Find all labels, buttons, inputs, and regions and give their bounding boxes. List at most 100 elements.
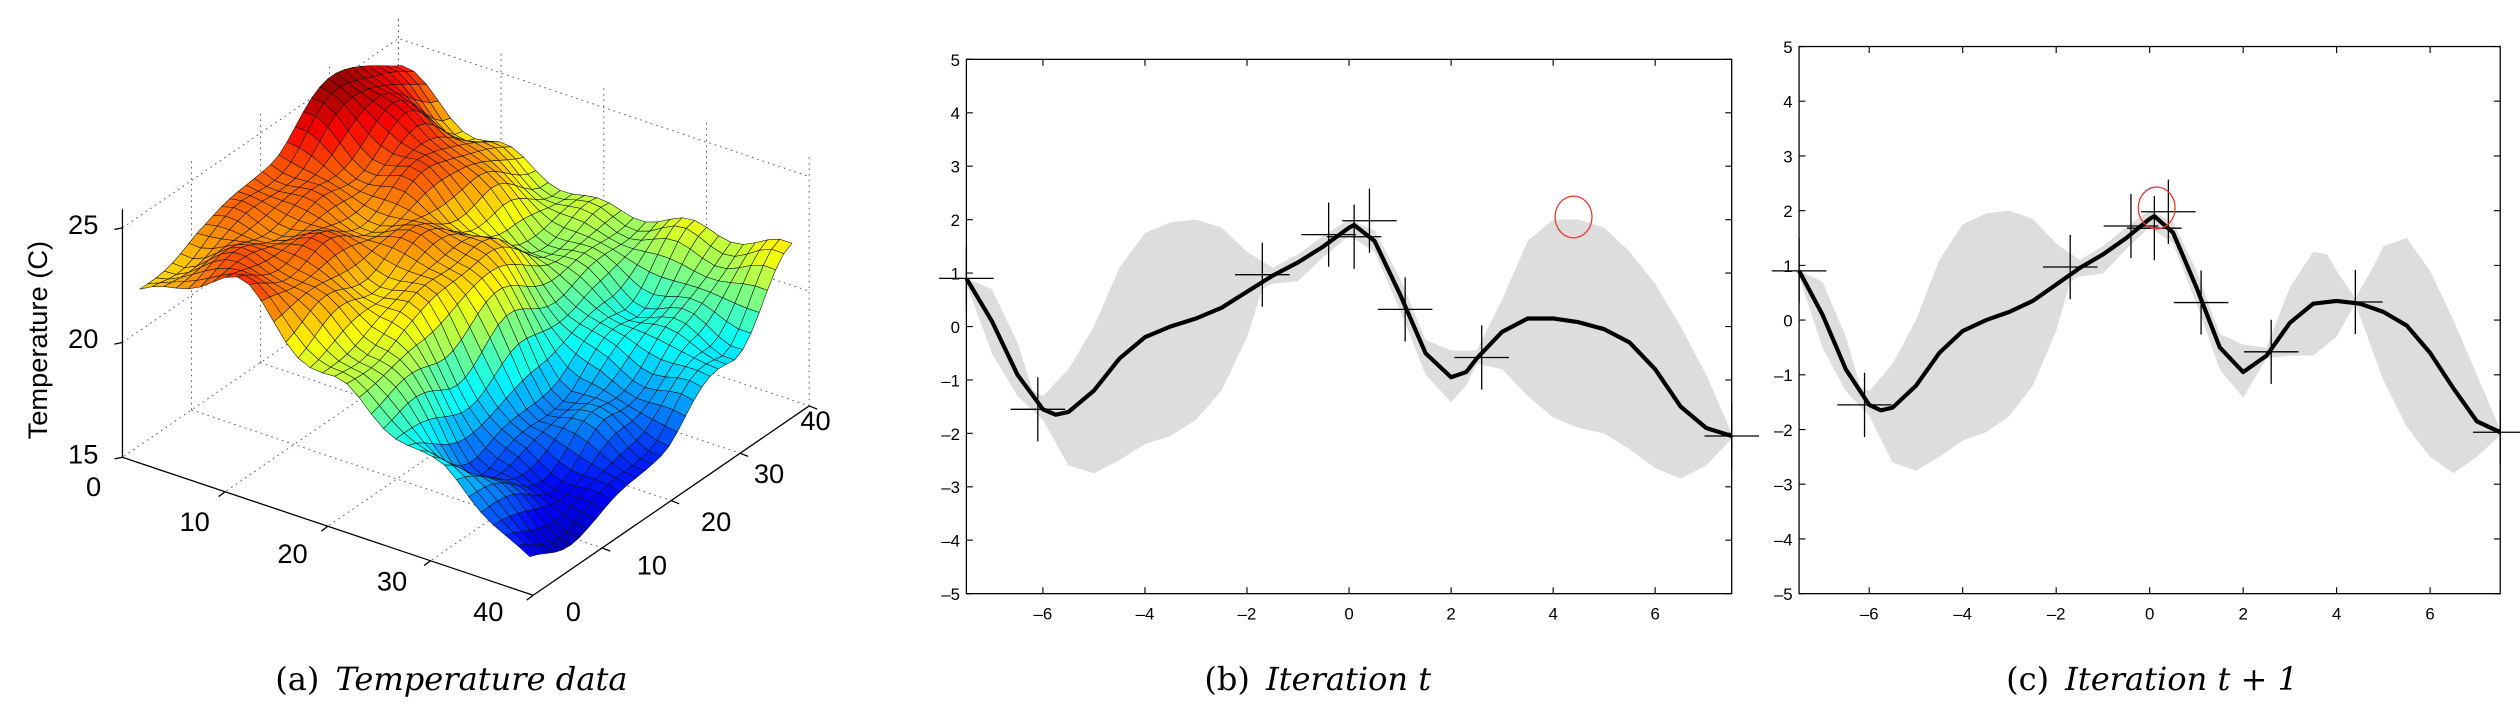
axis-line — [670, 499, 680, 505]
axis-line — [122, 456, 534, 596]
panel-a-temperature-surface: Temperature (C) 25 20 15 0 10 20 30 40 0… — [22, 15, 831, 698]
x-tick-label: 10 — [179, 506, 209, 537]
axis-line — [739, 452, 749, 458]
x-tick-label: 0 — [2145, 604, 2154, 623]
x-tick-label: –2 — [1238, 604, 1257, 623]
axis-line — [808, 405, 818, 410]
panel-b-iteration-t: –6 –4 –2 0 2 4 6 –5 –4 –3 –2 –1 0 1 2 3 4 5 — [939, 51, 1759, 623]
y-tick-label: 4 — [951, 104, 960, 123]
y-tick-label: 1 — [1783, 257, 1792, 276]
confidence-band — [966, 219, 1732, 479]
observation-marker — [1010, 377, 1066, 442]
observation-marker — [1301, 202, 1356, 267]
observation-marker — [1377, 277, 1433, 342]
observation-marker — [2042, 234, 2098, 300]
observation-marker — [2103, 193, 2159, 259]
caption-label: (a) — [275, 660, 319, 698]
axis-line — [114, 456, 123, 460]
y-tick-label: 40 — [800, 405, 830, 436]
y-tick-label: –2 — [1774, 421, 1793, 440]
axis-line — [526, 594, 534, 601]
axis-line — [601, 547, 611, 552]
x-tick-label: –4 — [1953, 604, 1972, 623]
observation-marker — [1326, 204, 1382, 269]
caption-label: (c) — [2006, 660, 2049, 698]
observation-marker — [2173, 270, 2229, 335]
y-tick-label: 5 — [1783, 38, 1792, 57]
y-tick-label: –5 — [1774, 585, 1793, 604]
y-tick-label: 10 — [637, 549, 667, 580]
posterior-mean-line — [964, 222, 1733, 439]
z-tick-label: 20 — [68, 323, 98, 354]
axis-line — [114, 227, 123, 231]
y-tick-label: 2 — [1783, 202, 1792, 221]
panel-c-iteration-t-plus-1: –6 –4 –2 0 2 4 6 –5 –4 –3 –2 –1 0 1 2 3 4 5 — [1771, 38, 2520, 623]
x-tick-label: –6 — [1034, 604, 1053, 623]
y-tick-label: –3 — [941, 478, 960, 497]
z-tick-label: 25 — [68, 209, 98, 240]
caption-title: Temperature data — [335, 660, 627, 698]
axis-line — [321, 525, 329, 532]
confidence-band — [1799, 210, 2501, 474]
x-tick-label: 2 — [1446, 604, 1455, 623]
x-tick-label: 0 — [86, 471, 101, 502]
y-tick-label: 0 — [1783, 312, 1792, 331]
x-tick-label: 6 — [2425, 604, 2434, 623]
x-tick-label: –4 — [1136, 604, 1155, 623]
posterior-mean-line — [1797, 214, 2502, 435]
caption-title: Iteration t + 1 — [2064, 660, 2298, 698]
y-tick-label: –1 — [941, 371, 960, 390]
y-tick-label: 30 — [754, 458, 784, 489]
y-tick-label: 4 — [1783, 93, 1792, 112]
axis-line — [423, 560, 431, 567]
x-tick-label: 4 — [1548, 604, 1557, 623]
x-tick-label: –2 — [2047, 604, 2066, 623]
observation-marker — [2243, 319, 2299, 384]
y-tick-label: –3 — [1774, 476, 1793, 495]
x-tick-label: 4 — [2332, 604, 2341, 623]
caption-b: (b) Iteration t — [1204, 660, 1431, 698]
y-tick-label: 0 — [566, 596, 581, 627]
x-tick-label: 0 — [1344, 604, 1353, 623]
axis-line — [114, 341, 123, 345]
y-tick-label: 2 — [951, 211, 960, 230]
caption-a: (a) Temperature data — [275, 660, 627, 698]
y-tick-label: 3 — [951, 158, 960, 177]
surface-mesh — [139, 65, 793, 558]
y-tick-label: –5 — [941, 585, 960, 604]
y-tick-label: 20 — [701, 506, 731, 537]
x-tick-label: 6 — [1650, 604, 1659, 623]
y-tick-label: 1 — [951, 264, 960, 283]
observation-marker — [1235, 242, 1290, 307]
y-tick-label: –4 — [1774, 530, 1793, 549]
x-tick-label: 40 — [473, 596, 503, 627]
y-tick-label: 3 — [1783, 147, 1792, 166]
y-tick-label: –2 — [941, 425, 960, 444]
y-tick-label: 0 — [951, 318, 960, 337]
observation-marker — [1454, 325, 1509, 390]
next-sample-circle — [2137, 186, 2176, 230]
caption-title: Iteration t — [1265, 660, 1431, 698]
x-tick-label: 20 — [277, 538, 307, 569]
next-sample-circle — [1554, 195, 1593, 239]
caption-label: (b) — [1204, 660, 1250, 698]
observation-marker — [1342, 188, 1397, 253]
y-tick-label: –1 — [1774, 366, 1793, 385]
observation-marker — [2328, 269, 2383, 335]
surface-3d-axes — [114, 209, 818, 601]
y-tick-label: –4 — [941, 532, 960, 551]
z-axis-label: Temperature (C) — [22, 241, 53, 439]
x-tick-label: –6 — [1860, 604, 1879, 623]
y-tick-label: 5 — [951, 51, 960, 70]
observation-marker — [1837, 372, 1892, 437]
x-tick-label: 30 — [377, 565, 407, 596]
caption-c: (c) Iteration t + 1 — [2006, 660, 2298, 698]
observation-marker — [2141, 179, 2196, 244]
surface-patch — [517, 543, 539, 558]
x-tick-label: 2 — [2238, 604, 2247, 623]
axis-line — [218, 491, 226, 498]
z-tick-label: 15 — [68, 439, 98, 470]
gridline — [122, 37, 810, 229]
